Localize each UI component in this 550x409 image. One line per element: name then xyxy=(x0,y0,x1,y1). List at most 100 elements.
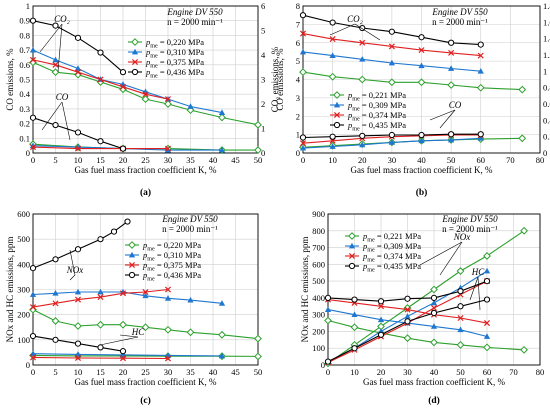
series-2 xyxy=(299,48,484,151)
annotation-label: CO₂ xyxy=(347,14,363,24)
y2-tick-label: 4 xyxy=(261,50,266,60)
y-tick-label: 0.5 xyxy=(19,75,30,85)
data-point xyxy=(348,262,356,270)
data-point xyxy=(119,83,127,90)
data-point xyxy=(418,62,425,69)
annotation-pointer xyxy=(419,241,463,266)
data-point xyxy=(164,145,172,152)
data-point xyxy=(447,81,456,89)
data-point xyxy=(29,354,37,361)
x-axis-label: Gas fuel mass fraction coefficient K, % xyxy=(350,165,493,175)
data-point xyxy=(456,267,465,275)
x-tick-label: 20 xyxy=(358,155,367,165)
data-point xyxy=(483,320,491,327)
y2-tick-label: 0.8 xyxy=(543,83,550,93)
y-tick-label: 400 xyxy=(312,293,325,303)
x-tick-label: 5 xyxy=(53,155,57,165)
legend-label: pme = 0,374 MPa xyxy=(362,251,421,264)
x-tick-label: 0 xyxy=(326,367,330,377)
data-point xyxy=(218,300,226,306)
annotation-pointer xyxy=(41,101,63,131)
x-tick-label: 40 xyxy=(209,367,218,377)
y-tick-label: 5 xyxy=(296,56,300,66)
data-point xyxy=(131,38,139,46)
data-point xyxy=(448,39,455,46)
data-point xyxy=(477,135,484,141)
chart-title-line-1: Engine DV 550 xyxy=(441,214,498,224)
y2-tick-label: 5 xyxy=(261,26,265,36)
y2-tick-label: 3 xyxy=(261,75,265,85)
data-point xyxy=(52,300,59,307)
legend-label: pme = 0,221 MPa xyxy=(347,90,406,103)
y-tick-label: 0.2 xyxy=(19,119,30,129)
x-tick-label: 40 xyxy=(417,155,426,165)
annotation-pointer xyxy=(469,276,479,301)
x-tick-label: 20 xyxy=(377,367,386,377)
chart-title-line-2: n = 2000 min⁻¹ xyxy=(162,224,218,234)
data-point xyxy=(359,56,366,62)
data-point xyxy=(351,345,358,352)
plot-frame xyxy=(327,213,541,366)
annotation-pointer xyxy=(61,101,71,141)
chart-title-line-1: Engine DV 550 xyxy=(161,214,218,224)
series-line xyxy=(32,221,128,269)
y-tick-label: 700 xyxy=(312,243,325,253)
x-tick-label: 60 xyxy=(483,367,492,377)
data-point xyxy=(483,278,491,285)
y2-tick-label: 0.6 xyxy=(543,99,550,109)
data-point xyxy=(430,323,438,329)
data-point xyxy=(359,141,366,148)
data-point xyxy=(348,252,356,260)
data-point xyxy=(29,265,37,272)
data-point xyxy=(218,146,226,153)
data-point xyxy=(388,131,395,139)
data-point xyxy=(299,30,307,37)
series-line xyxy=(302,71,523,91)
chart-panel-1: 0 5 10 15 20 25 30 35 40 45 5000.10.20.30.40.50.60… xyxy=(5,1,280,198)
annotation-pointer xyxy=(439,241,463,276)
data-point xyxy=(96,320,105,329)
chart-title-line-1: Engine DV 550 xyxy=(166,7,223,17)
y2-tick-label: 1.4 xyxy=(543,34,550,44)
data-point xyxy=(299,48,307,55)
annotation-pointer xyxy=(69,274,76,281)
data-point xyxy=(299,140,307,147)
y-tick-label: 0.9 xyxy=(19,16,30,26)
data-point xyxy=(218,113,226,122)
y2-axis-label: CO₂ emissions, % xyxy=(270,46,280,112)
data-point xyxy=(333,121,341,129)
data-point xyxy=(52,121,59,129)
data-point xyxy=(377,316,385,323)
data-point xyxy=(141,95,150,104)
y-tick-label: 1 xyxy=(26,1,30,11)
y2-tick-label: 2 xyxy=(261,99,265,109)
x-tick-label: 0 xyxy=(31,155,35,165)
data-point xyxy=(74,288,82,295)
data-point xyxy=(358,75,367,84)
data-point xyxy=(97,236,104,243)
chart-title-line-2: n = 2000 min⁻¹ xyxy=(442,224,498,234)
y-tick-label: 400 xyxy=(17,259,30,269)
chart-panel-3: 0 5 10 15 20 25 30 35 40 45 500100200300400500600G… xyxy=(5,209,262,406)
data-point xyxy=(483,296,491,303)
series-line xyxy=(327,230,525,364)
y-tick-label: 500 xyxy=(17,234,30,244)
x-tick-label: 70 xyxy=(509,367,518,377)
data-point xyxy=(430,304,438,311)
data-point xyxy=(142,91,149,98)
data-point xyxy=(254,146,262,154)
data-point xyxy=(324,306,332,313)
data-point xyxy=(483,252,491,260)
data-point xyxy=(351,296,358,303)
annotation-pointer xyxy=(439,109,456,129)
series-line xyxy=(32,354,259,357)
data-point xyxy=(74,129,82,136)
data-point xyxy=(124,218,131,225)
data-point xyxy=(218,109,226,115)
data-point xyxy=(74,246,82,253)
x-tick-label: 5 xyxy=(53,367,57,377)
data-point xyxy=(483,333,491,339)
